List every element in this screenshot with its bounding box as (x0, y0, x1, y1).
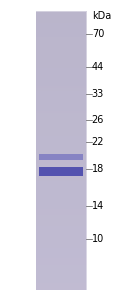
Text: 22: 22 (92, 137, 104, 147)
Bar (36, 12, 86, 290)
Text: 26: 26 (92, 115, 104, 125)
Text: 33: 33 (92, 89, 104, 99)
Text: 44: 44 (92, 62, 104, 72)
Bar (39, 154, 83, 160)
Text: 70: 70 (92, 29, 104, 39)
Text: 14: 14 (92, 201, 104, 211)
Text: 10: 10 (92, 234, 104, 244)
Bar (39, 167, 83, 176)
Text: 18: 18 (92, 164, 104, 174)
Text: kDa: kDa (92, 11, 111, 22)
